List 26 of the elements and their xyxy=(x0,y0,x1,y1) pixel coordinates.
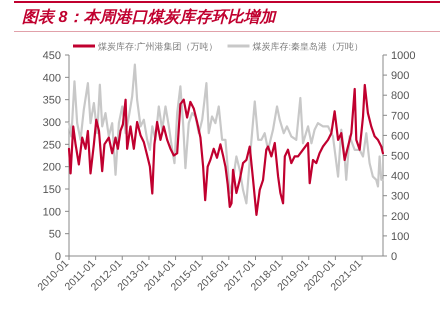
y-tick-label: 450 xyxy=(42,50,61,62)
y2-tick-label: 500 xyxy=(391,150,410,162)
line-series xyxy=(68,84,384,216)
y2-tick-label: 400 xyxy=(391,170,410,183)
y-tick-label: 50 xyxy=(48,228,61,241)
line-series xyxy=(68,64,384,204)
chart-title: 图表 8：本周港口煤炭库存环比增加 xyxy=(22,8,278,26)
legend-label: 煤炭库存:广州港集团（万吨） xyxy=(98,42,218,52)
legend-label: 煤炭库存:秦皇岛港（万吨） xyxy=(252,42,364,52)
y-tick-label: 150 xyxy=(42,184,61,196)
y-tick-label: 200 xyxy=(42,162,61,174)
y2-tick-label: 700 xyxy=(391,110,410,122)
y2-tick-label: 600 xyxy=(391,130,410,142)
y-tick-label: 250 xyxy=(42,139,61,152)
y-tick-label: 300 xyxy=(42,117,61,129)
y2-tick-label: 0 xyxy=(391,251,398,263)
y-tick-label: 100 xyxy=(42,206,61,218)
y2-tick-label: 900 xyxy=(391,70,410,82)
y-tick-label: 0 xyxy=(54,251,61,263)
y2-tick-label: 300 xyxy=(391,190,410,203)
y-tick-label: 350 xyxy=(42,94,61,107)
y2-tick-label: 800 xyxy=(391,90,410,102)
y2-tick-label: 1000 xyxy=(391,50,416,62)
y-tick-label: 400 xyxy=(42,72,61,84)
y2-tick-label: 200 xyxy=(391,210,410,223)
y2-tick-label: 100 xyxy=(391,230,410,243)
